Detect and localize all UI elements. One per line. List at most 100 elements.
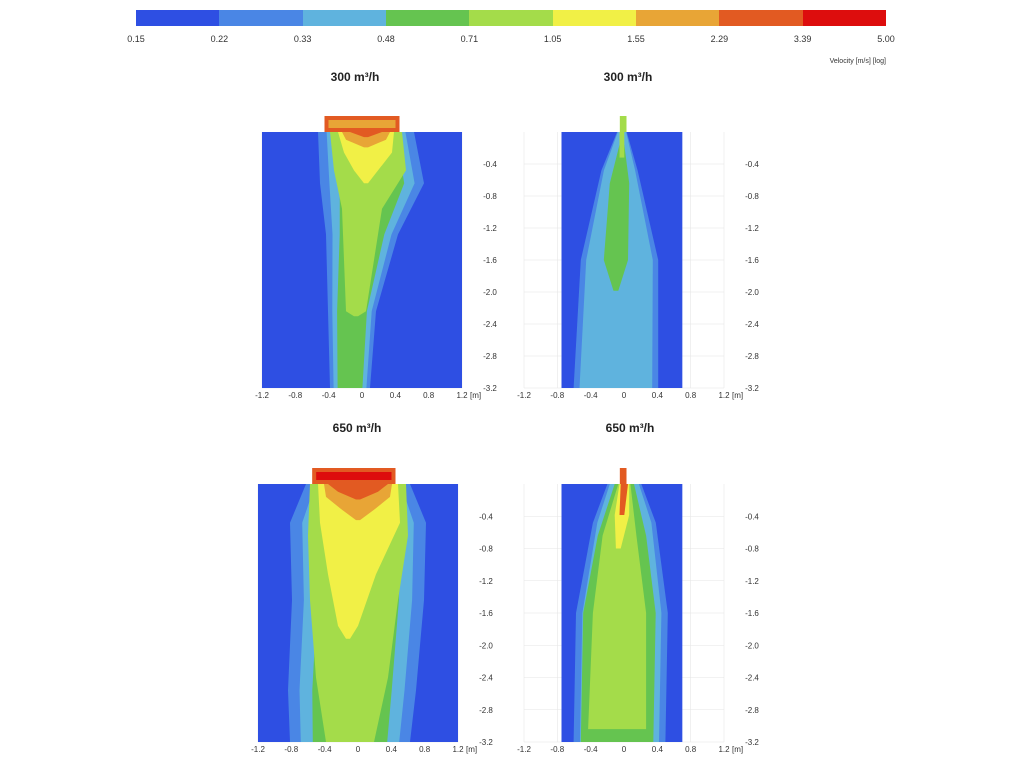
- contour-band: [619, 484, 628, 515]
- x-tick-label: 1.2: [456, 391, 468, 400]
- colorbar-tick: 3.39: [793, 34, 812, 44]
- y-tick-label: -3.2: [745, 738, 759, 747]
- colorbar-segment: [302, 10, 386, 26]
- colorbar-tick: 2.29: [710, 34, 729, 44]
- y-tick-label: -2.0: [745, 288, 759, 297]
- x-tick-label: 1.2: [718, 391, 730, 400]
- y-tick-label: -0.4: [745, 512, 759, 521]
- y-tick-label: -3.2: [479, 738, 493, 747]
- panel-2-title: 300 m³/h: [603, 70, 653, 84]
- contour-band: [342, 132, 390, 148]
- y-tick-label: -2.0: [483, 288, 497, 297]
- y-tick-label: -0.8: [745, 192, 759, 201]
- y-tick-label: -2.4: [745, 320, 759, 329]
- y-tick-label: -1.2: [745, 224, 759, 233]
- y-tick-label: -1.2: [479, 577, 493, 586]
- colorbar-tick: 0.15: [127, 34, 145, 44]
- colorbar-tick: 1.55: [627, 34, 645, 44]
- x-tick-label: 0.8: [419, 745, 431, 754]
- velocity-colorbar: [136, 10, 886, 26]
- x-tick-label: -0.4: [322, 391, 336, 400]
- x-tick-label: -0.8: [284, 745, 298, 754]
- colorbar-segment: [635, 10, 720, 26]
- contour-panel-650-narrow: -0.4 -0.8 -1.2 -1.6 -2.0 -2.4 -2.8 -3.2 -1.2 -0.8…: [517, 468, 759, 754]
- x-tick-label: -0.4: [584, 745, 598, 754]
- x-tick-label: 0.4: [652, 745, 664, 754]
- x-tick-label: -1.2: [517, 391, 531, 400]
- contour-panel-300-narrow: -0.4 -0.8 -1.2 -1.6 -2.0 -2.4 -2.8 -3.2 -1.2 -0.8…: [517, 116, 759, 400]
- y-tick-label: -2.8: [479, 706, 493, 715]
- contour-band: [330, 132, 406, 317]
- contour-band: [338, 132, 394, 184]
- x-tick-label: -0.4: [318, 745, 332, 754]
- contour-band: [350, 132, 382, 138]
- contour-panel-650-wide: -0.4 -0.8 -1.2 -1.6 -2.0 -2.4 -2.8 -3.2 -1.2 -0.8…: [251, 468, 493, 754]
- y-tick-label: -1.6: [745, 609, 759, 618]
- y-tick-label: -1.2: [745, 577, 759, 586]
- contour-band: [603, 144, 630, 291]
- panel-3-title: 650 m³/h: [332, 421, 382, 435]
- colorbar-label: Velocity [m/s] [log]: [829, 58, 886, 65]
- y-tick-label: -0.4: [745, 160, 759, 169]
- y-tick-label: -1.6: [479, 609, 493, 618]
- x-tick-label: -1.2: [517, 745, 531, 754]
- x-tick-label: -1.2: [251, 745, 265, 754]
- x-axis-unit: [m]: [732, 391, 743, 400]
- colorbar-segment: [469, 10, 553, 26]
- y-tick-label: -0.4: [483, 160, 497, 169]
- x-tick-label: 0.8: [685, 745, 697, 754]
- colorbar-tick: 0.48: [377, 34, 395, 44]
- y-tick-label: -1.6: [745, 256, 759, 265]
- colorbar-tick-labels: 0.15 0.22 0.33 0.48 0.71 1.05 1.55 2.29 3.39 5.00: [127, 34, 895, 48]
- x-tick-label: -0.8: [550, 391, 564, 400]
- contour-band: [328, 484, 388, 500]
- y-tick-label: -2.4: [483, 320, 497, 329]
- y-tick-label: -2.8: [745, 706, 759, 715]
- x-tick-label: 0.4: [652, 391, 664, 400]
- x-tick-label: 0.4: [386, 745, 398, 754]
- y-tick-label: -2.8: [483, 352, 497, 361]
- contour-panel-300-wide: -0.4 -0.8 -1.2 -1.6 -2.0 -2.4 -2.8 -3.2 -1.2 -0.8…: [255, 116, 497, 400]
- colorbar-tick: 0.71: [460, 34, 479, 44]
- colorbar-segment: [219, 10, 303, 26]
- colorbar-segment: [802, 10, 886, 26]
- colorbar-segment: [385, 10, 470, 26]
- contour-band: [318, 484, 400, 639]
- colorbar-segment: [552, 10, 636, 26]
- y-tick-label: -2.0: [745, 641, 759, 650]
- x-tick-label: 0.4: [390, 391, 402, 400]
- x-tick-label: -0.4: [584, 391, 598, 400]
- y-tick-label: -2.4: [745, 674, 759, 683]
- colorbar-segment: [719, 10, 803, 26]
- x-tick-label: -0.8: [550, 745, 564, 754]
- x-tick-label: -1.2: [255, 391, 269, 400]
- x-axis-unit: [m]: [732, 745, 743, 754]
- contour-band: [324, 484, 392, 521]
- y-tick-label: -1.6: [483, 256, 497, 265]
- inlet-core: [328, 120, 396, 128]
- colorbar-tick: 1.05: [543, 34, 562, 44]
- y-tick-label: -1.2: [483, 224, 497, 233]
- contour-band: [588, 484, 647, 730]
- y-tick-label: -0.4: [479, 512, 493, 521]
- x-tick-label: 0: [622, 391, 627, 400]
- colorbar-tick: 0.33: [293, 34, 312, 44]
- inlet-core: [316, 472, 392, 480]
- panel-4-title: 650 m³/h: [605, 421, 655, 435]
- x-tick-label: 0.8: [423, 391, 435, 400]
- y-tick-label: -3.2: [745, 384, 759, 393]
- x-tick-label: 1.2: [718, 745, 730, 754]
- x-tick-label: 0: [360, 391, 365, 400]
- inlet-block: [619, 116, 627, 132]
- colorbar-segment: [136, 10, 220, 26]
- y-tick-label: -2.0: [479, 641, 493, 650]
- x-tick-label: 0.8: [685, 391, 697, 400]
- y-tick-label: -0.8: [745, 545, 759, 554]
- inlet-block: [619, 468, 627, 484]
- x-axis-unit: [m]: [466, 745, 477, 754]
- x-tick-label: -0.8: [288, 391, 302, 400]
- colorbar-tick: 0.22: [210, 34, 229, 44]
- y-tick-label: -0.8: [483, 192, 497, 201]
- x-tick-label: 1.2: [452, 745, 464, 754]
- x-axis-unit: [m]: [470, 391, 481, 400]
